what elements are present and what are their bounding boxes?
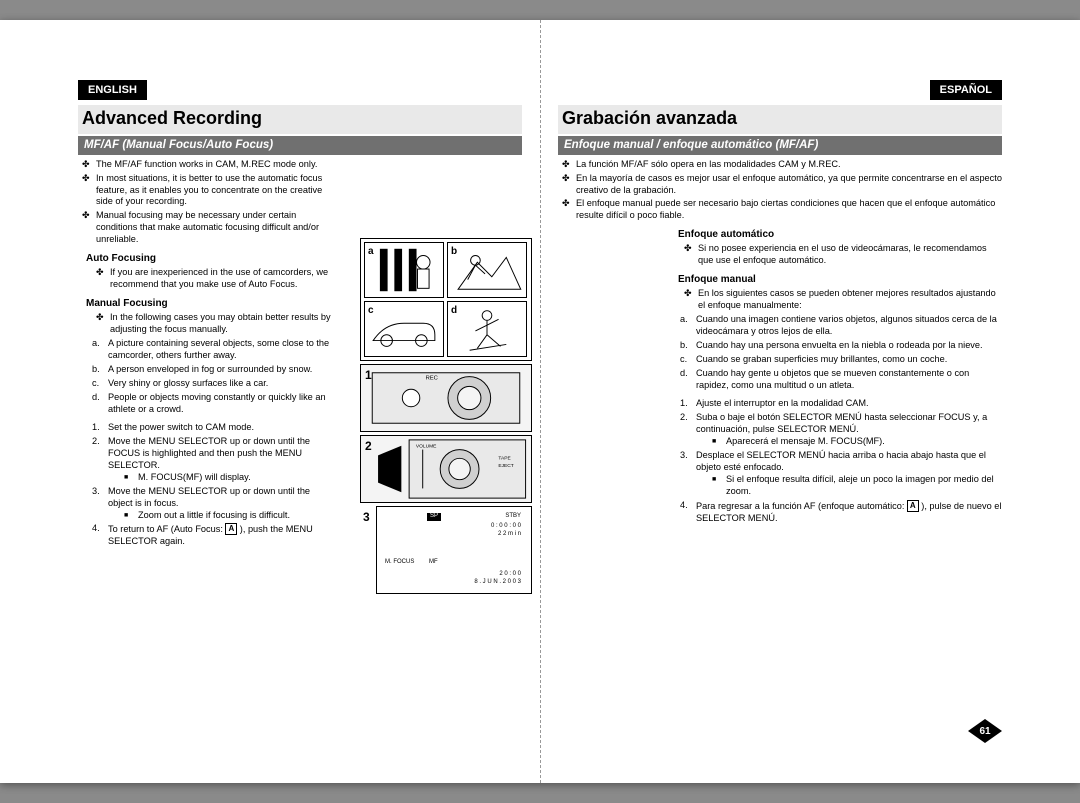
figure-column: a b c: [360, 238, 540, 594]
manual-focus-heading-left: Manual Focusing: [78, 297, 332, 310]
step-3-note: Zoom out a little if focusing is difficu…: [124, 510, 332, 522]
thumb-d-art: [448, 302, 526, 356]
panel-1: 1 REC: [360, 364, 532, 432]
case-a: a.Cuando una imagen contiene varios obje…: [680, 314, 1002, 338]
manual-focus-heading-right: Enfoque manual: [678, 273, 1002, 286]
section-bar-left: MF/AF (Manual Focus/Auto Focus): [78, 136, 522, 155]
manual-page-spread: ENGLISH Advanced Recording MF/AF (Manual…: [0, 20, 1080, 783]
step-3: 3.Move the MENU SELECTOR up or down unti…: [92, 486, 332, 522]
bullet: If you are inexperienced in the use of c…: [96, 267, 332, 291]
osd-time: 0 : 0 0 : 0 0: [491, 523, 521, 531]
svg-text:EJECT: EJECT: [498, 463, 513, 469]
case-b: b.Cuando hay una persona envuelta en la …: [680, 340, 1002, 352]
language-row: ESPAÑOL: [558, 80, 1002, 100]
osd-state: STBY: [505, 513, 521, 521]
bullet: La función MF/AF sólo opera en las modal…: [562, 159, 1002, 171]
chapter-title-right: Grabación avanzada: [558, 105, 1002, 133]
osd-focus: M. FOCUS: [385, 559, 414, 567]
lettered-cases-left: a.A picture containing several objects, …: [78, 338, 332, 416]
page-number: 61: [968, 725, 1002, 738]
intro-bullets-right: La función MF/AF sólo opera en las modal…: [558, 159, 1002, 223]
case-b: b.A person enveloped in fog or surrounde…: [92, 364, 332, 376]
bullet: En la mayoría de casos es mejor usar el …: [562, 173, 1002, 197]
case-c: c.Very shiny or glossy surfaces like a c…: [92, 378, 332, 390]
thumb-c-art: [365, 302, 443, 356]
language-tab-english: ENGLISH: [78, 80, 147, 100]
panel-3-osd: 3 SP STBY 0 : 0 0 : 0 0 2 2 m i n M. FOC…: [376, 506, 532, 594]
step-3-note: Si el enfoque resulta difícil, aleje un …: [712, 474, 1002, 498]
auto-focus-bullets-left: If you are inexperienced in the use of c…: [78, 267, 332, 291]
step-2-note: M. FOCUS(MF) will display.: [124, 472, 332, 484]
step-4: 4.To return to AF (Auto Focus: A ), push…: [92, 523, 332, 548]
auto-focus-bullets-right: Si no posee experiencia en el uso de vid…: [678, 243, 1002, 267]
step-2-note: Aparecerá el mensaje M. FOCUS(MF).: [712, 436, 1002, 448]
bullet: En los siguientes casos se pueden obtene…: [684, 288, 1002, 312]
step-2: 2.Move the MENU SELECTOR up or down unti…: [92, 436, 332, 484]
thumb-c: c: [364, 301, 444, 357]
manual-focus-bullets-left: In the following cases you may obtain be…: [78, 312, 332, 336]
chapter-title-left: Advanced Recording: [78, 105, 522, 133]
thumb-b-art: [448, 243, 526, 297]
osd-clock1: 2 0 : 0 0: [499, 571, 521, 579]
svg-text:REC: REC: [426, 376, 438, 382]
panel-2-art: VOLUME TAPE EJECT: [361, 436, 531, 502]
auto-focus-heading-right: Enfoque automático: [678, 228, 1002, 241]
lettered-cases-right: a.Cuando una imagen contiene varios obje…: [678, 314, 1002, 392]
case-d: d.Cuando hay gente u objetos que se muev…: [680, 368, 1002, 392]
step-3: 3.Desplace el SELECTOR MENÚ hacia arriba…: [680, 450, 1002, 498]
auto-focus-heading-left: Auto Focusing: [78, 252, 332, 265]
panel-2: 2 VOLUME TAPEEJECT: [360, 435, 532, 503]
intro-bullets-left: The MF/AF function works in CAM, M.REC m…: [78, 159, 332, 247]
bullet: Manual focusing may be necessary under c…: [82, 210, 332, 246]
numbered-steps-right: 1.Ajuste el interruptor en la modalidad …: [678, 398, 1002, 525]
panel-1-art: REC: [361, 365, 531, 431]
case-a: a.A picture containing several objects, …: [92, 338, 332, 362]
step-4: 4.Para regresar a la función AF (enfoque…: [680, 500, 1002, 525]
thumb-d: d: [447, 301, 527, 357]
bullet: In most situations, it is better to use …: [82, 173, 332, 209]
numbered-steps-left: 1.Set the power switch to CAM mode. 2.Mo…: [78, 422, 332, 549]
bullet: The MF/AF function works in CAM, M.REC m…: [82, 159, 332, 171]
step-2: 2.Suba o baje el botón SELECTOR MENÚ has…: [680, 412, 1002, 448]
manual-focus-bullets-right: En los siguientes casos se pueden obtene…: [678, 288, 1002, 312]
language-row: ENGLISH: [78, 80, 522, 100]
case-d: d.People or objects moving constantly or…: [92, 392, 332, 416]
osd-clock2: 8 . J U N . 2 0 0 3: [474, 579, 521, 587]
right-indented-body: Enfoque automático Si no posee experienc…: [558, 228, 1002, 524]
bullet: Si no posee experiencia en el uso de vid…: [684, 243, 1002, 267]
thumb-a-art: [365, 243, 443, 297]
page-number-badge: 61: [968, 719, 1002, 743]
step-1: 1.Set the power switch to CAM mode.: [92, 422, 332, 434]
osd-mode: SP: [427, 513, 441, 521]
svg-text:TAPE: TAPE: [498, 455, 511, 461]
thumb-b: b: [447, 242, 527, 298]
bullet: El enfoque manual puede ser necesario ba…: [562, 198, 1002, 222]
case-c: c.Cuando se graban superficies muy brill…: [680, 354, 1002, 366]
thumb-a: a: [364, 242, 444, 298]
language-tab-spanish: ESPAÑOL: [930, 80, 1002, 100]
left-column-english: ENGLISH Advanced Recording MF/AF (Manual…: [60, 80, 540, 743]
right-column-spanish: ESPAÑOL Grabación avanzada Enfoque manua…: [540, 80, 1020, 743]
scenario-thumbnails: a b c: [360, 238, 532, 361]
step-1: 1.Ajuste el interruptor en la modalidad …: [680, 398, 1002, 410]
bullet: In the following cases you may obtain be…: [96, 312, 332, 336]
svg-text:VOLUME: VOLUME: [416, 444, 437, 450]
osd-remain: 2 2 m i n: [498, 531, 521, 539]
section-bar-right: Enfoque manual / enfoque automático (MF/…: [558, 136, 1002, 155]
osd-mf: MF: [429, 559, 438, 567]
